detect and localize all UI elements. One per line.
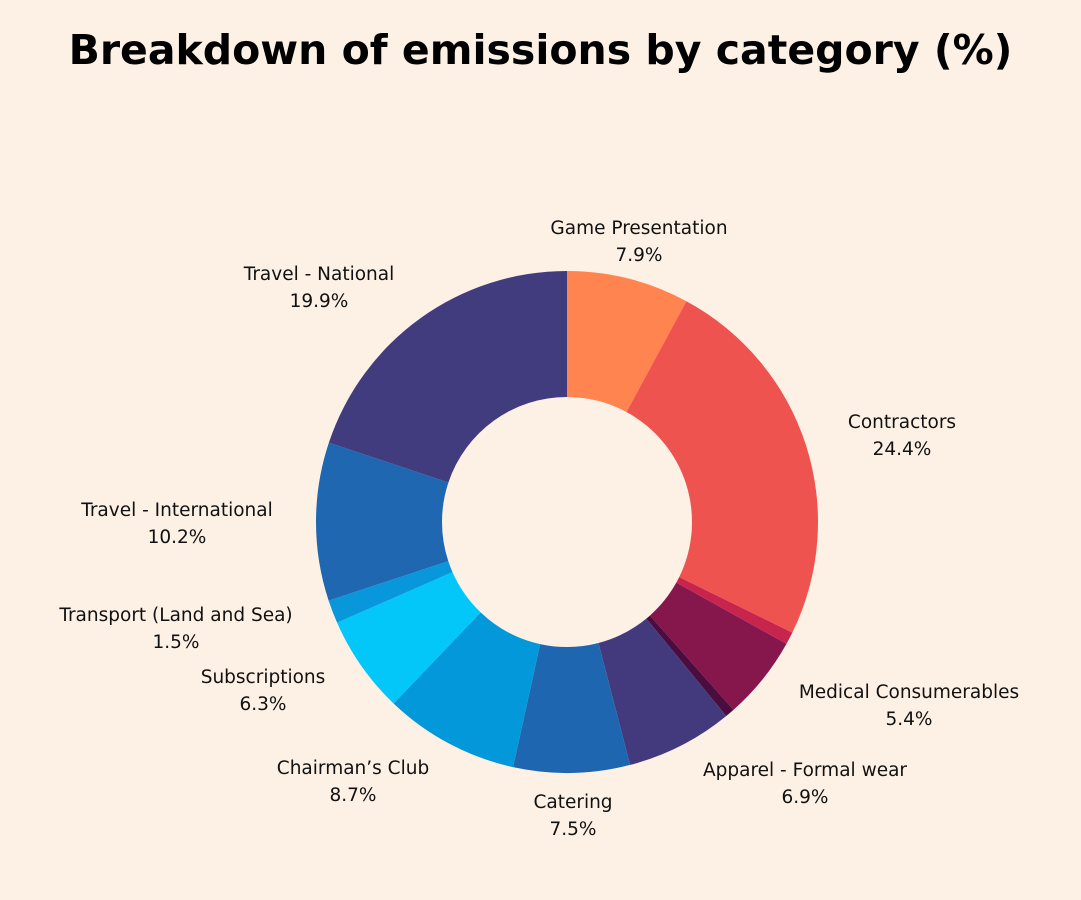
slice-name: Contractors bbox=[847, 412, 957, 433]
donut-slice-travel-international bbox=[316, 442, 449, 601]
slice-label-chairmans-club: Chairman’s Club 8.7% bbox=[277, 755, 429, 809]
slice-value: 24.4% bbox=[872, 439, 932, 460]
slice-value: 5.4% bbox=[885, 709, 933, 730]
donut-slice-unlabeled-2 bbox=[676, 577, 793, 644]
slice-name: Travel - International bbox=[81, 500, 273, 521]
slice-name: Transport (Land and Sea) bbox=[59, 605, 293, 626]
slice-label-contractors: Contractors 24.4% bbox=[848, 409, 956, 463]
slice-label-travel-international: Travel - International 10.2% bbox=[81, 497, 273, 551]
donut-slice-subscriptions bbox=[337, 572, 481, 704]
slice-label-subscriptions: Subscriptions 6.3% bbox=[201, 664, 326, 718]
slice-name: Chairman’s Club bbox=[276, 758, 430, 779]
donut-slice-unlabeled-4 bbox=[646, 615, 734, 717]
donut-slice-transport-land-and-sea bbox=[328, 561, 453, 623]
slice-value: 7.9% bbox=[615, 245, 663, 266]
slice-value: 6.3% bbox=[239, 694, 287, 715]
slice-value: 6.9% bbox=[781, 787, 829, 808]
slice-label-travel-national: Travel - National 19.9% bbox=[244, 261, 395, 315]
slice-label-transport-land-and-sea: Transport (Land and Sea) 1.5% bbox=[59, 602, 292, 656]
slice-name: Medical Consumerables bbox=[798, 682, 1020, 703]
slice-name: Travel - National bbox=[243, 264, 395, 285]
donut-slice-apparel-formal-wear bbox=[598, 618, 727, 765]
slice-name: Game Presentation bbox=[550, 218, 728, 239]
slice-label-game-presentation: Game Presentation 7.9% bbox=[550, 215, 727, 269]
slice-value: 7.5% bbox=[549, 819, 597, 840]
donut-slice-medical-consumerables bbox=[649, 582, 787, 710]
donut-slice-travel-national bbox=[328, 271, 567, 483]
slice-label-medical-consumerables: Medical Consumerables 5.4% bbox=[799, 679, 1019, 733]
donut-slice-catering bbox=[513, 642, 631, 773]
slice-name: Catering bbox=[533, 792, 613, 813]
slice-value: 8.7% bbox=[329, 785, 377, 806]
slice-value: 19.9% bbox=[289, 291, 349, 312]
donut-slice-chairman-s-club bbox=[393, 612, 541, 768]
donut-slice-game-presentation bbox=[567, 271, 687, 413]
chart-title: Breakdown of emissions by category (%) bbox=[68, 26, 1013, 74]
donut-slice-contractors bbox=[626, 301, 818, 633]
slice-name: Apparel - Formal wear bbox=[702, 760, 908, 781]
slice-value: 10.2% bbox=[147, 527, 207, 548]
slice-label-catering: Catering 7.5% bbox=[533, 789, 612, 843]
slice-name: Subscriptions bbox=[200, 667, 326, 688]
slice-value: 1.5% bbox=[152, 632, 200, 653]
slice-label-apparel-formal-wear: Apparel - Formal wear 6.9% bbox=[703, 757, 907, 811]
